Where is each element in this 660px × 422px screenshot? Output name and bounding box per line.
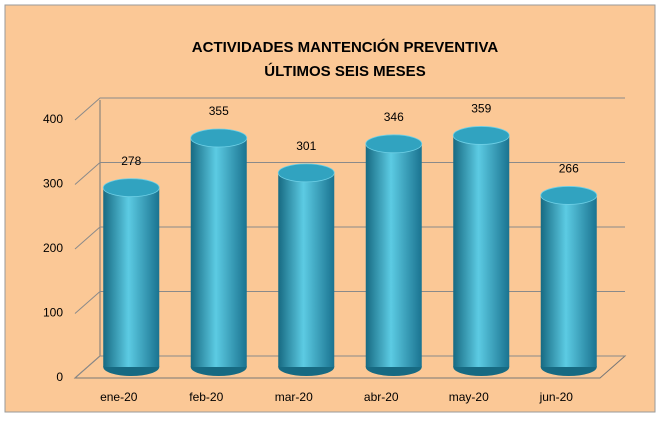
bar (190, 138, 247, 367)
bar-top (102, 178, 160, 198)
value-label: 355 (209, 104, 229, 118)
x-tick-label: ene-20 (100, 390, 138, 404)
grid-line (74, 97, 625, 121)
chart-title: ACTIVIDADES MANTENCIÓN PREVENTIVA (192, 38, 499, 56)
value-label: 266 (559, 162, 579, 176)
x-tick-label: jun-20 (539, 390, 574, 404)
bar (453, 135, 510, 367)
grid-line (74, 355, 625, 379)
value-label: 301 (296, 139, 316, 153)
x-tick-label: feb-20 (189, 390, 223, 404)
y-tick-label: 300 (43, 177, 63, 191)
bar-top (365, 134, 423, 154)
bar-top (190, 128, 248, 148)
bar-top (277, 163, 335, 183)
chart-subtitle: ÚLTIMOS SEIS MESES (264, 62, 425, 80)
y-tick-label: 400 (43, 112, 63, 126)
grid-line (74, 291, 625, 314)
y-tick-label: 0 (56, 370, 63, 384)
bar-top (452, 126, 510, 145)
bar (365, 143, 422, 367)
y-tick-label: 100 (43, 306, 63, 320)
x-tick-label: may-20 (449, 390, 489, 404)
bar (540, 195, 597, 367)
value-label: 346 (384, 110, 404, 124)
grid-line (74, 226, 625, 250)
value-label: 278 (121, 154, 141, 168)
bar-top (540, 186, 598, 205)
bar (278, 172, 335, 367)
value-label: 359 (471, 102, 491, 116)
x-tick-label: mar-20 (275, 390, 313, 404)
x-tick-label: abr-20 (364, 390, 399, 404)
grid-line (74, 162, 625, 185)
bar (103, 187, 160, 367)
y-tick-label: 200 (43, 241, 63, 255)
